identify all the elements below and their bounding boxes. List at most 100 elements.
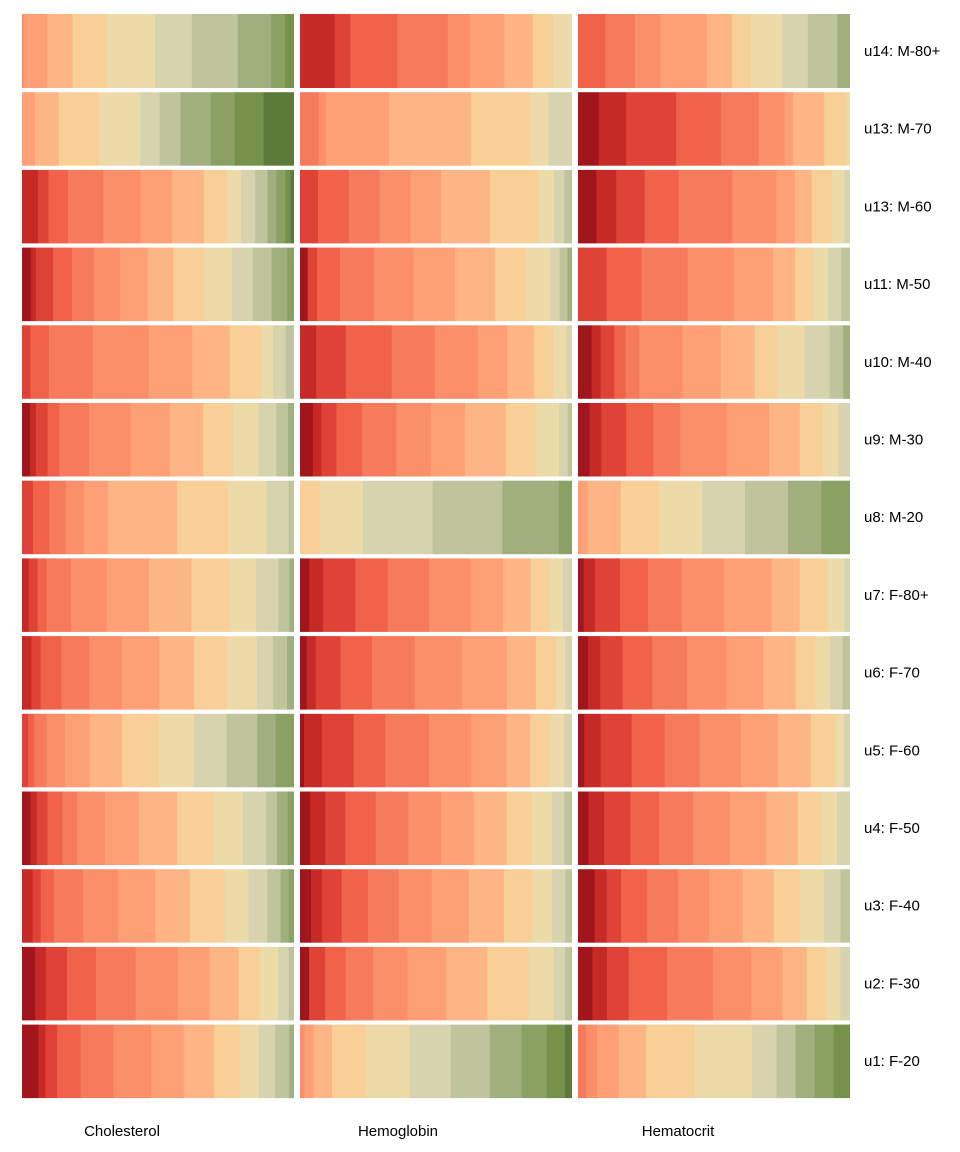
row-label: u13: M-70 — [864, 121, 932, 138]
heatmap-band — [263, 91, 295, 166]
row-label: u8: M-20 — [864, 509, 923, 526]
heatmap-band — [618, 1024, 647, 1099]
row-label: u10: M-40 — [864, 354, 932, 371]
heatmap-band — [822, 402, 840, 477]
heatmap-band — [22, 402, 31, 477]
heatmap-band — [777, 713, 812, 788]
heatmap-band — [228, 480, 268, 555]
heatmap-band — [389, 91, 472, 166]
heatmap-band — [257, 713, 277, 788]
heatmap-band — [578, 91, 600, 166]
heatmap-band — [22, 169, 39, 244]
heatmap-row: u4: F-50 — [22, 791, 920, 865]
heatmap-band — [35, 946, 47, 1021]
heatmap-band — [842, 635, 851, 710]
heatmap-band — [565, 868, 573, 943]
heatmap-band — [773, 868, 801, 943]
heatmap-band — [316, 247, 341, 322]
row-label: u4: F-50 — [864, 820, 920, 837]
heatmap-band — [846, 91, 851, 166]
heatmap-band — [276, 402, 289, 477]
heatmap-band — [414, 635, 463, 710]
heatmap-band — [604, 791, 631, 865]
heatmap-row: u11: M-50 — [22, 247, 930, 322]
heatmap-band — [312, 402, 323, 477]
heatmap-band — [553, 14, 573, 88]
heatmap-band — [532, 868, 553, 943]
heatmap-band — [811, 169, 833, 244]
heatmap-band — [505, 402, 537, 477]
heatmap-band — [271, 247, 288, 322]
heatmap-band — [806, 946, 827, 1021]
heatmap-band — [726, 402, 770, 477]
heatmap-band — [46, 557, 72, 632]
heatmap-band — [22, 868, 34, 943]
heatmap-band — [226, 169, 242, 244]
heatmap-band — [373, 946, 409, 1021]
heatmap-band — [600, 324, 615, 399]
heatmap-band — [752, 1024, 778, 1099]
heatmap-band — [502, 480, 560, 555]
heatmap-band — [600, 713, 633, 788]
heatmap-band — [546, 1024, 566, 1099]
heatmap-band — [506, 713, 531, 788]
heatmap-band — [776, 169, 796, 244]
heatmap-band — [644, 169, 680, 244]
heatmap-band — [259, 946, 279, 1021]
heatmap-band — [229, 557, 257, 632]
heatmap-band — [504, 868, 534, 943]
heatmap-band — [782, 946, 808, 1021]
heatmap-band — [446, 946, 489, 1021]
heatmap-band — [37, 557, 48, 632]
heatmap-band — [391, 324, 436, 399]
heatmap-band — [29, 402, 37, 477]
heatmap-band — [285, 324, 295, 399]
heatmap-band — [309, 946, 326, 1021]
heatmap-band — [191, 14, 239, 88]
heatmap-band — [22, 480, 34, 555]
heatmap-band — [634, 14, 661, 88]
heatmap-band — [287, 635, 295, 710]
heatmap-band — [578, 402, 591, 477]
heatmap-band — [605, 14, 636, 88]
heatmap-band — [80, 1024, 115, 1099]
heatmap-band — [659, 480, 703, 555]
heatmap-band — [373, 247, 415, 322]
row-separator — [20, 710, 854, 714]
heatmap-band — [641, 247, 689, 322]
heatmap-band — [30, 324, 50, 399]
heatmap-band — [614, 324, 627, 399]
heatmap-band — [35, 247, 54, 322]
heatmap-band — [226, 713, 258, 788]
heatmap-band — [150, 1024, 185, 1099]
heatmap-band — [38, 1024, 47, 1099]
row-separator — [20, 166, 854, 170]
heatmap-band — [30, 791, 38, 865]
heatmap-band — [47, 14, 74, 88]
heatmap-band — [340, 635, 373, 710]
heatmap-band — [45, 1024, 58, 1099]
heatmap-band — [729, 791, 767, 865]
heatmap-band — [266, 480, 290, 555]
heatmap-band — [229, 324, 262, 399]
heatmap-band — [135, 946, 179, 1021]
heatmap-band — [34, 91, 60, 166]
heatmap-band — [300, 635, 308, 710]
heatmap-band — [321, 713, 355, 788]
heatmap-band — [48, 324, 94, 399]
heatmap-band — [22, 1024, 30, 1099]
heatmap-band — [659, 791, 694, 865]
heatmap-band — [140, 91, 161, 166]
heatmap-band — [345, 791, 377, 865]
heatmap-band — [843, 324, 851, 399]
column-separator — [850, 0, 856, 1110]
heatmap-band — [773, 247, 796, 322]
heatmap-band — [620, 868, 648, 943]
heatmap-band — [810, 713, 837, 788]
heatmap-row: u5: F-60 — [22, 713, 920, 788]
heatmap-band — [538, 169, 555, 244]
heatmap-band — [763, 635, 797, 710]
heatmap-band — [325, 91, 390, 166]
heatmap-band — [723, 557, 773, 632]
row-label: u6: F-70 — [864, 665, 920, 682]
